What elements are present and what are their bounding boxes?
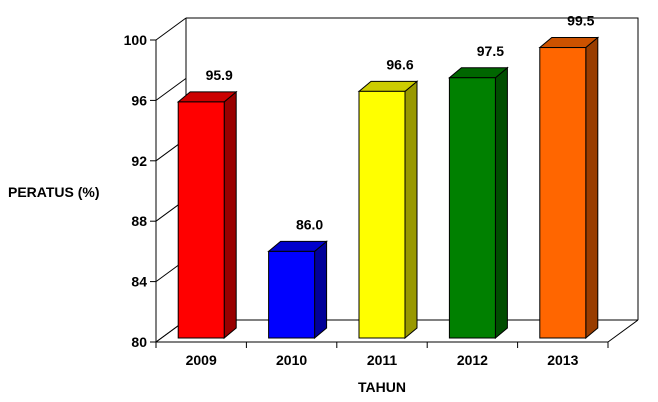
bar-2009: [177, 101, 225, 339]
bar-side-2011: [404, 80, 418, 340]
x-tick-label: 2013: [547, 352, 578, 368]
x-tick-label: 2010: [276, 352, 307, 368]
bar-2010: [268, 250, 316, 339]
data-label: 86.0: [296, 216, 323, 232]
bar-side-2009: [223, 90, 237, 340]
back-wall-top-right-edge: [186, 17, 639, 320]
x-tick-label: 2012: [457, 352, 488, 368]
x-tick-label: 2011: [367, 352, 398, 368]
y-tick-label: 84: [131, 274, 147, 290]
bar-side-2010: [314, 240, 328, 340]
data-label: 97.5: [477, 43, 504, 59]
floor-right-edge: [607, 319, 639, 343]
y-axis: 80 84 88 92 96 100: [124, 17, 187, 350]
bar-side-2012: [494, 66, 508, 340]
data-label: 95.9: [206, 67, 233, 83]
x-axis-title: TAHUN: [358, 379, 406, 395]
bar-2011: [358, 90, 406, 339]
y-axis-title: PERATUS (%): [8, 184, 100, 200]
y-tick-label: 96: [131, 92, 147, 108]
y-tick-label: 88: [131, 213, 147, 229]
bar-series: [176, 36, 600, 340]
data-label: 96.6: [386, 56, 413, 72]
data-label: 99.5: [567, 13, 594, 29]
data-labels: 95.9 86.0 96.6 97.5 99.5: [206, 13, 595, 233]
y-tick-depth-line: [155, 17, 187, 41]
x-axis: 2009 2010 2011 2012 2013: [155, 341, 609, 368]
bar-2012: [448, 77, 496, 339]
y-tick-label: 100: [124, 32, 148, 48]
x-tick-label: 2009: [186, 352, 217, 368]
bar-2013: [539, 47, 587, 339]
y-tick-label: 80: [131, 334, 147, 350]
bar-side-2013: [585, 36, 599, 340]
y-tick-depth-line: [155, 77, 187, 101]
y-tick-label: 92: [131, 153, 147, 169]
